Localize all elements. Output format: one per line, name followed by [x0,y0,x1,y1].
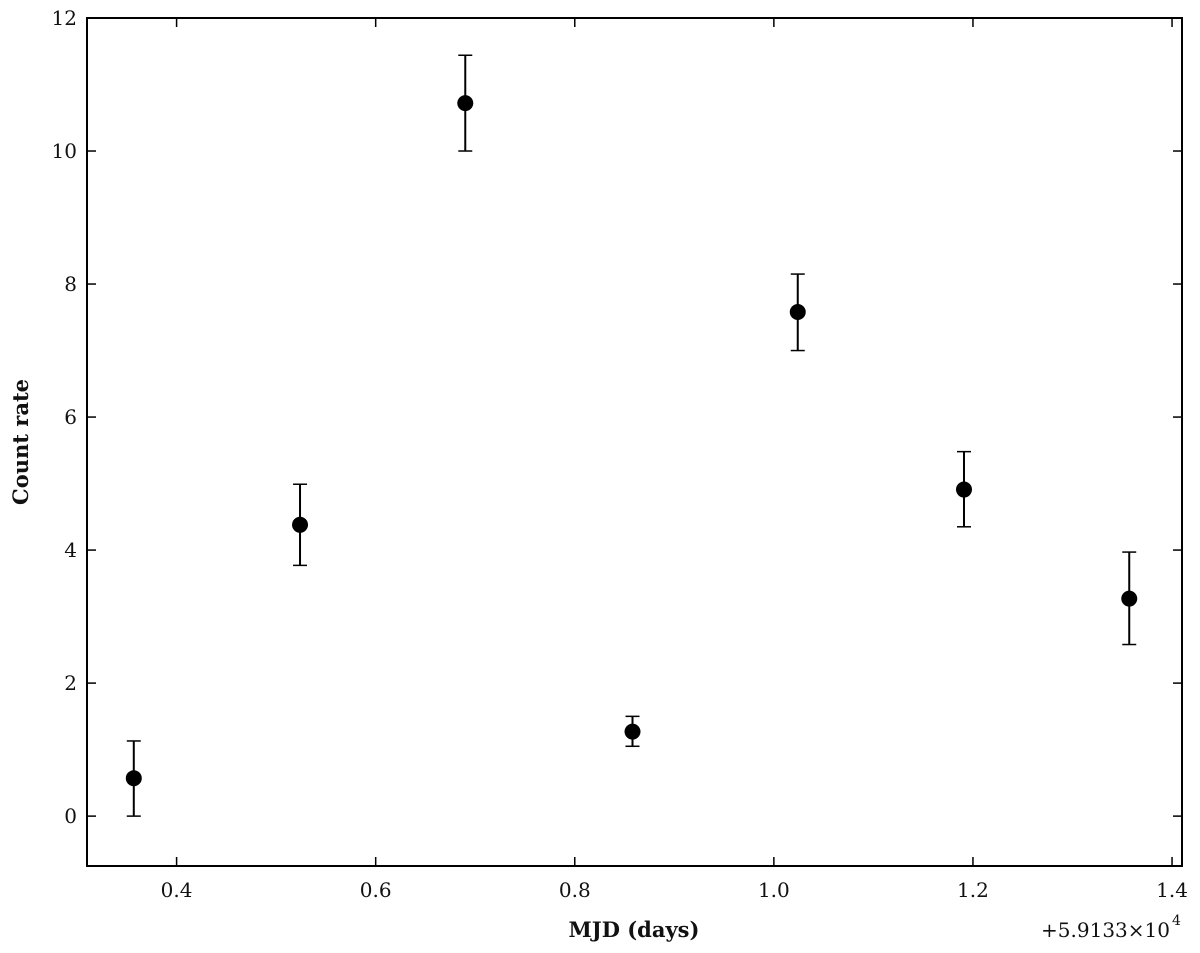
x-tick-label: 0.6 [360,878,392,902]
y-tick-label: 2 [64,671,77,695]
x-offset-base: +5.9133×10 [1041,918,1170,942]
x-tick-label: 0.8 [559,878,591,902]
marker [789,303,806,320]
y-tick-label: 0 [64,804,77,828]
y-tick-label: 8 [64,272,77,296]
data-point [789,273,806,352]
x-offset-label: +5.9133×10 [1041,918,1170,942]
y-tick-label: 6 [64,405,77,429]
data-point [955,450,972,528]
data-point [624,715,641,748]
y-axis-ticks: 0 2 4 6 8 10 12 [52,6,1182,828]
data-points [125,54,1138,817]
data-point [457,54,474,152]
x-axis-ticks: 0.4 0.6 0.8 1.0 1.2 1.4 [161,18,1188,902]
x-axis-label: MJD (days) [569,917,700,942]
data-point [292,483,309,567]
x-tick-label: 0.4 [161,878,193,902]
x-tick-label: 1.0 [758,878,790,902]
marker [125,770,142,787]
x-offset-exponent: 4 [1172,913,1181,929]
y-tick-label: 12 [52,6,77,30]
y-axis-label: Count rate [8,379,33,505]
marker [624,723,641,740]
marker [955,481,972,498]
y-tick-label: 10 [52,139,77,163]
y-tick-label: 4 [64,538,77,562]
data-point [1121,551,1138,646]
data-point [125,740,142,817]
x-tick-label: 1.2 [957,878,989,902]
marker [457,95,474,112]
marker [1121,590,1138,607]
x-tick-label: 1.4 [1156,878,1188,902]
marker [292,516,309,533]
